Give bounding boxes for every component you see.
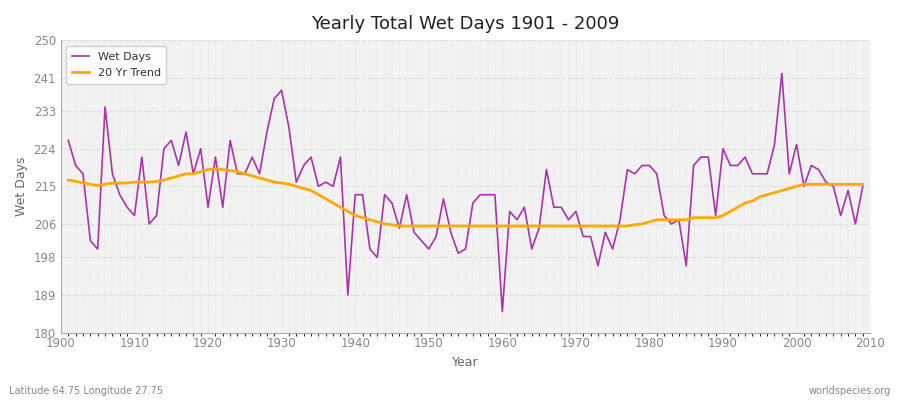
20 Yr Trend	[600, 224, 611, 228]
20 Yr Trend	[394, 224, 405, 228]
Text: Latitude 64.75 Longitude 27.75: Latitude 64.75 Longitude 27.75	[9, 386, 163, 396]
Wet Days	[490, 192, 500, 197]
Wet Days	[504, 209, 515, 214]
Wet Days	[497, 309, 508, 314]
20 Yr Trend	[63, 178, 74, 182]
Legend: Wet Days, 20 Yr Trend: Wet Days, 20 Yr Trend	[67, 46, 166, 84]
20 Yr Trend	[335, 205, 346, 210]
Wet Days	[777, 71, 788, 76]
Y-axis label: Wet Days: Wet Days	[15, 156, 28, 216]
20 Yr Trend	[858, 182, 868, 187]
Line: 20 Yr Trend: 20 Yr Trend	[68, 169, 863, 226]
Text: worldspecies.org: worldspecies.org	[809, 386, 891, 396]
Line: Wet Days: Wet Days	[68, 74, 863, 312]
20 Yr Trend	[210, 166, 220, 171]
20 Yr Trend	[504, 224, 515, 228]
Title: Yearly Total Wet Days 1901 - 2009: Yearly Total Wet Days 1901 - 2009	[311, 15, 620, 33]
Wet Days	[122, 205, 132, 210]
20 Yr Trend	[511, 224, 522, 228]
Wet Days	[284, 126, 294, 130]
20 Yr Trend	[122, 181, 132, 186]
Wet Days	[592, 263, 603, 268]
Wet Days	[858, 184, 868, 189]
Wet Days	[63, 138, 74, 143]
Wet Days	[328, 184, 338, 189]
X-axis label: Year: Year	[452, 356, 479, 369]
20 Yr Trend	[291, 184, 302, 189]
